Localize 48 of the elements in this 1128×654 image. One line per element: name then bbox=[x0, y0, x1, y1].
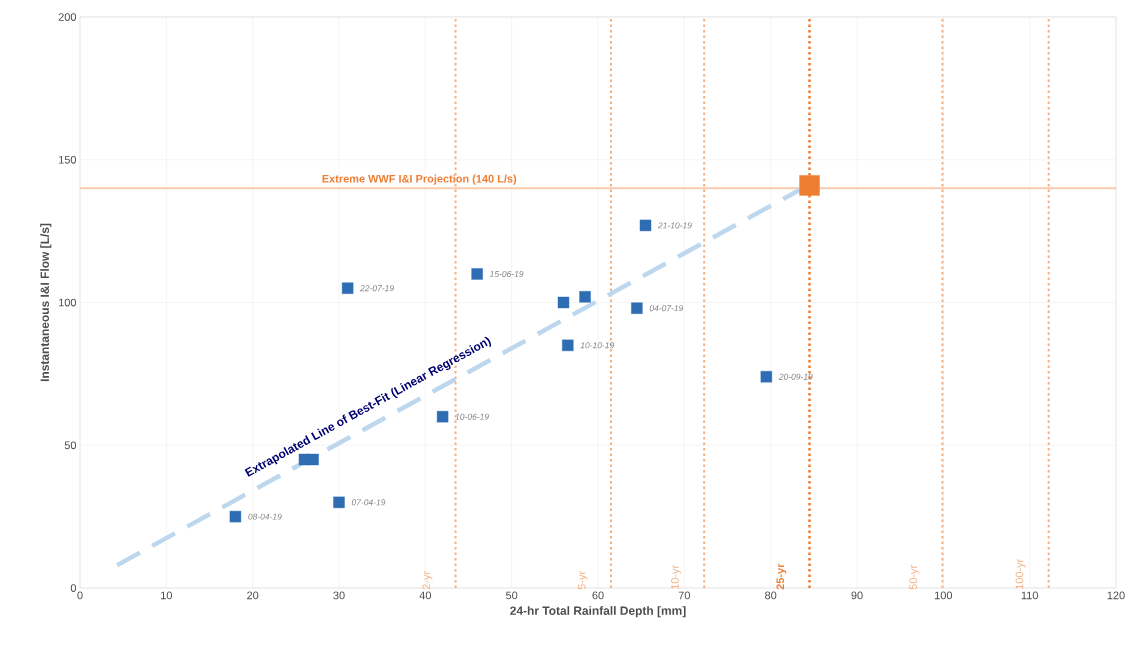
y-axis-title: Instantaneous I&I Flow [L/s] bbox=[40, 223, 52, 382]
x-tick-label: 10 bbox=[161, 591, 172, 600]
ref-line-label: 2-yr bbox=[422, 571, 433, 590]
point bbox=[631, 302, 643, 314]
x-axis-title: 24-hr Total Rainfall Depth [mm] bbox=[510, 606, 686, 618]
data-label: 15-06-19 bbox=[489, 270, 524, 277]
ref-line-label: 100-yr bbox=[1015, 558, 1026, 589]
data-label: 07-04-19 bbox=[351, 499, 386, 506]
x-tick-label: 80 bbox=[765, 591, 777, 600]
x-tick-label: 20 bbox=[247, 591, 259, 600]
data-label: 10-06-19 bbox=[455, 413, 489, 420]
y-tick-label: 100 bbox=[59, 298, 77, 307]
y-tick-label: 150 bbox=[59, 155, 77, 164]
point bbox=[557, 296, 570, 309]
point bbox=[579, 291, 591, 303]
x-tick-label: 90 bbox=[851, 591, 863, 600]
y-tick-label: 0 bbox=[70, 584, 77, 592]
ref-line-label: 25-yr bbox=[776, 563, 787, 590]
x-tick-label: 60 bbox=[592, 591, 604, 600]
data-label: 21-10-19 bbox=[657, 222, 692, 229]
y-tick-label: 200 bbox=[58, 13, 77, 21]
point bbox=[639, 219, 652, 232]
data-label: 08-04-19 bbox=[248, 513, 282, 520]
x-tick-label: 100 bbox=[935, 591, 953, 600]
x-tick-label: 50 bbox=[506, 591, 518, 600]
x-tick-label: 40 bbox=[419, 591, 431, 600]
x-tick-label: 0 bbox=[77, 591, 83, 600]
data-label: 04-07-19 bbox=[649, 305, 684, 312]
point bbox=[333, 496, 345, 509]
point bbox=[799, 175, 820, 196]
point bbox=[760, 371, 773, 383]
x-tick-label: 110 bbox=[1021, 591, 1038, 600]
ref-line-label: Extreme WWF I&I Projection (140 L/s) bbox=[322, 174, 517, 185]
x-tick-label: 120 bbox=[1107, 591, 1125, 600]
data-label: 10-10-19 bbox=[580, 342, 615, 349]
point bbox=[436, 411, 449, 423]
point bbox=[229, 510, 242, 523]
data-label: 20-09-19 bbox=[778, 373, 813, 380]
ref-line-label: 5-yr bbox=[577, 571, 588, 590]
data-label: 22-07-19 bbox=[360, 285, 394, 292]
y-tick-label: 50 bbox=[64, 441, 77, 450]
ref-line-label: 50-yr bbox=[909, 565, 920, 590]
point bbox=[471, 268, 483, 280]
x-tick-label: 30 bbox=[333, 591, 345, 600]
x-tick-label: 70 bbox=[678, 591, 690, 600]
ref-line-label: 10-yr bbox=[671, 565, 681, 589]
point bbox=[341, 282, 354, 294]
point bbox=[562, 339, 574, 352]
